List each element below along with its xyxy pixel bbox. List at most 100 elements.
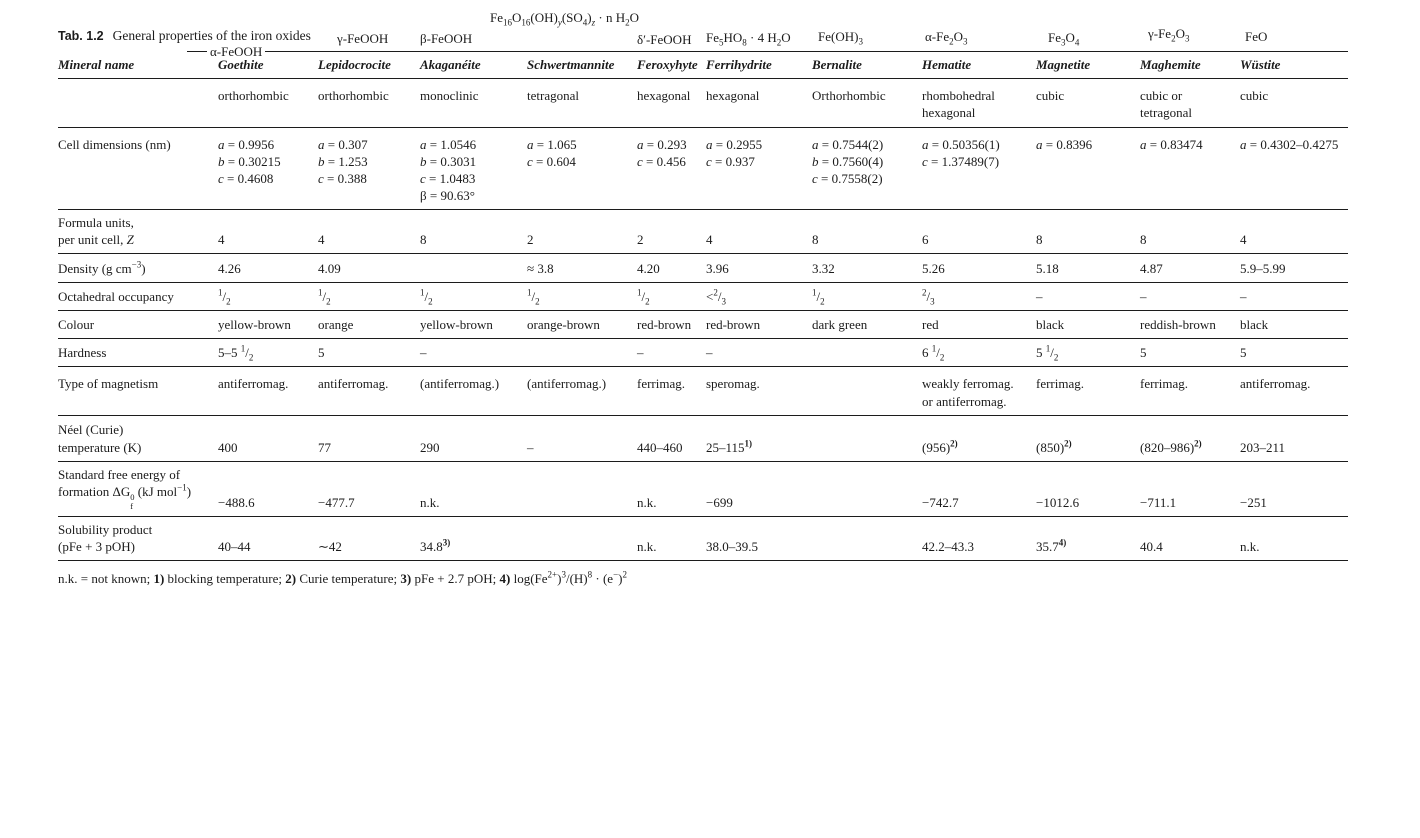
cell: 4: [706, 232, 713, 248]
cell: 1/2: [420, 287, 433, 307]
cell: 34.83): [420, 537, 451, 554]
cell: [812, 367, 922, 415]
cell: (antiferromag.): [527, 376, 607, 392]
cell: –: [527, 439, 534, 455]
formula-bernalite: Fe(OH)3: [818, 29, 863, 47]
table-title-text: General properties of the iron oxides: [112, 28, 311, 43]
cell: yellow-brown: [218, 317, 291, 333]
cell: antiferromag.: [218, 376, 289, 392]
cell: 25–1151): [706, 438, 753, 455]
cell: 290: [420, 439, 440, 455]
cell: 6 1/2: [922, 343, 945, 363]
table-row-cell-dimensions: Cell dimensions (nm) a = 0.9956 b = 0.3021…: [58, 127, 1348, 210]
table-row-density: Density (g cm−3) 4.26 4.09 ≈ 3.8 4.20 3.96 3.3…: [58, 254, 1348, 283]
formula-hematite: α-Fe2O3: [925, 29, 968, 47]
cell: ∼42: [318, 538, 342, 554]
cell: −699: [706, 494, 733, 510]
formula-akaganeite: β-FeOOH: [420, 31, 473, 46]
cell: –: [637, 345, 644, 361]
row-label: Standard free energy of formation ΔG 0 f (k…: [58, 466, 192, 511]
mineral-column-header: Feroxyhyte: [637, 57, 698, 73]
cell: 5–5 1/2: [218, 343, 254, 363]
table-row-formula-units: Formula units, per unit cell, Z 4 4 8 2 2 4 8 6 8 8…: [58, 210, 1348, 254]
cell: ≈ 3.8: [527, 261, 554, 277]
row-label: Solubility product (pFe + 3 pOH): [58, 521, 153, 554]
cell: 4.20: [637, 261, 660, 277]
cell: (antiferromag.): [420, 376, 500, 392]
properties-table: Mineral name Goethite Lepidocrocite Akagané…: [58, 52, 1348, 561]
mineral-column-header: Schwertmannite: [527, 57, 615, 73]
cell: 440–460: [637, 439, 683, 455]
rule-segment: [187, 51, 207, 52]
cell: 4.09: [318, 261, 341, 277]
cell: a = 0.83474: [1140, 136, 1203, 152]
row-label: Formula units, per unit cell, Z: [58, 215, 134, 248]
formula-wustite: FeO: [1245, 29, 1268, 44]
table-caption: Tab. 1.2 General properties of the iron o…: [58, 28, 311, 44]
cell: 8: [1036, 232, 1043, 248]
formula-goethite: α-FeOOH: [210, 44, 263, 59]
cell: –: [1140, 289, 1147, 305]
cell: orange: [318, 317, 354, 333]
cell: (820–986)2): [1140, 438, 1202, 455]
table-header-area: Tab. 1.2 General properties of the iron o…: [0, 0, 1420, 58]
formula-feroxyhyte: δ′-FeOOH: [637, 32, 692, 47]
cell: a = 0.307 b = 1.253 c = 0.388: [318, 136, 368, 186]
cell: 4.87: [1140, 261, 1163, 277]
cell: antiferromag.: [318, 376, 389, 392]
formula-ferrihydrite: Fe5HO8 · 4 H2O: [706, 30, 791, 48]
cell: −742.7: [922, 494, 959, 510]
cell: red: [922, 317, 939, 333]
mineral-column-header: Bernalite: [812, 57, 862, 73]
cell: n.k.: [637, 494, 657, 510]
formula-maghemite: γ-Fe2O3: [1148, 26, 1190, 44]
cell: n.k.: [420, 494, 440, 510]
cell: 3.32: [812, 261, 835, 277]
cell: cubic or tetragonal: [1140, 87, 1192, 120]
cell: a = 0.293 c = 0.456: [637, 136, 687, 169]
cell: 8: [420, 232, 427, 248]
table-row-solubility: Solubility product (pFe + 3 pOH) 40–44 ∼42 3…: [58, 516, 1348, 561]
cell: 6: [922, 232, 929, 248]
cell: red-brown: [637, 317, 692, 333]
cell: −711.1: [1140, 494, 1177, 510]
row-label: Octahedral occupancy: [58, 289, 174, 305]
cell: −251: [1240, 494, 1267, 510]
mineral-column-header: Hematite: [922, 57, 972, 73]
cell: 35.74): [1036, 537, 1067, 554]
cell: 2: [527, 232, 534, 248]
cell: orthorhombic: [218, 87, 289, 103]
cell: 4.26: [218, 261, 241, 277]
formula-schwertmannite: Fe16O16(OH)y(SO4)z · n H2O: [490, 10, 639, 28]
cell: [812, 415, 922, 461]
row-label: Type of magnetism: [58, 376, 159, 392]
cell: ferrimag.: [1140, 376, 1189, 392]
mineral-column-header: Goethite: [218, 57, 264, 73]
mineral-column-header: Lepidocrocite: [318, 57, 391, 73]
mineral-name-header: Mineral name: [58, 57, 135, 73]
cell: 2: [637, 232, 644, 248]
cell: orange-brown: [527, 317, 600, 333]
cell: 8: [1140, 232, 1147, 248]
cell: 5.18: [1036, 261, 1059, 277]
cell: a = 0.9956 b = 0.30215 c = 0.4608: [218, 136, 281, 186]
row-label: [58, 78, 218, 127]
mineral-header-row: Mineral name Goethite Lepidocrocite Akagané…: [58, 52, 1348, 78]
cell: 8: [812, 232, 819, 248]
row-label: Néel (Curie) temperature (K): [58, 422, 142, 455]
mineral-column-header: Ferrihydrite: [706, 57, 772, 73]
cell: 2/3: [922, 287, 935, 307]
mineral-column-header: Wüstite: [1240, 57, 1281, 73]
cell: cubic: [1036, 87, 1065, 103]
cell: tetragonal: [527, 87, 579, 103]
cell: reddish-brown: [1140, 317, 1216, 333]
cell: [420, 254, 527, 283]
cell: [527, 461, 637, 516]
cell: –: [706, 345, 713, 361]
cell: <2/3: [706, 287, 726, 307]
cell: 3.96: [706, 261, 729, 277]
cell: 1/2: [527, 287, 540, 307]
cell: 1/2: [218, 287, 231, 307]
top-rule: α-FeOOH: [187, 43, 1348, 60]
